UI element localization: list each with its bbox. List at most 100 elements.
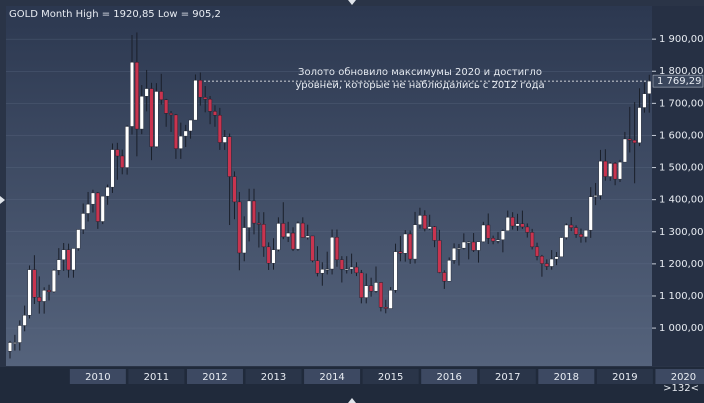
year-band [362, 369, 419, 384]
candle-body [427, 226, 432, 230]
candle-body [383, 307, 388, 309]
y-tick-label: 1 300,00 [659, 227, 704, 238]
year-band [304, 369, 361, 384]
candle-body [51, 270, 56, 293]
candle-body [618, 161, 623, 180]
candle-body [149, 88, 154, 147]
candle-body [442, 272, 447, 282]
candle-body [169, 113, 174, 116]
candle-body [300, 222, 305, 238]
candle-body [359, 272, 364, 298]
candle-body [354, 266, 359, 274]
x-tick-label: 2012 [202, 372, 227, 383]
candle-body [432, 226, 437, 241]
footer-range: >132< [663, 383, 699, 394]
candle-body [251, 200, 256, 224]
candle-body [530, 232, 535, 248]
candle-body [325, 268, 330, 271]
candle-body [208, 98, 213, 112]
candle-body [496, 239, 501, 242]
y-tick-label: 1 900,00 [659, 34, 704, 45]
candle-body [222, 136, 227, 143]
candle-body [476, 241, 481, 251]
candle-body [574, 227, 579, 235]
candle-body [203, 97, 208, 100]
candle-body [437, 240, 442, 273]
candle-body [447, 260, 452, 282]
annotation: уровней, которые не наблюдались с 2012 г… [295, 80, 544, 91]
candle-body [417, 215, 422, 225]
candle-body [603, 160, 608, 177]
candle-body [232, 176, 237, 203]
y-tick-label: 1 600,00 [659, 130, 704, 141]
candle-body [452, 247, 457, 261]
candle-body [588, 196, 593, 231]
candle-body [32, 269, 37, 298]
x-tick-label: 2018 [554, 372, 579, 383]
candle-body [291, 232, 296, 250]
y-tick-label: 1 700,00 [659, 98, 704, 109]
year-band [186, 369, 243, 384]
year-band [245, 369, 302, 384]
candle-body [173, 114, 178, 149]
candle-body [17, 325, 22, 343]
candle-body [37, 297, 42, 302]
candle-body [627, 138, 632, 141]
candle-body [193, 80, 198, 121]
scroll-arrow[interactable] [348, 398, 356, 403]
candle-body [520, 223, 525, 228]
candle-body [256, 222, 261, 225]
candle-body [510, 217, 515, 227]
x-tick-label: 2013 [261, 372, 286, 383]
candle-body [22, 315, 27, 326]
candle-body [76, 229, 81, 249]
x-tick-label: 2019 [612, 372, 637, 383]
candle-body [47, 289, 52, 293]
x-tick-label: 2014 [319, 372, 344, 383]
candle-body [237, 201, 242, 254]
candle-body [330, 237, 335, 270]
candle-body [71, 248, 76, 271]
candle-body [481, 224, 486, 242]
y-tick-label: 1 000,00 [659, 323, 704, 334]
candle-body [598, 160, 603, 196]
candle-body [120, 155, 125, 168]
x-tick-label: 2011 [144, 372, 169, 383]
year-band [596, 369, 653, 384]
candle-body [178, 135, 183, 149]
candle-body [334, 237, 339, 260]
candle-body [413, 224, 418, 260]
candle-body [320, 269, 325, 274]
candle-body [266, 246, 271, 264]
candle-body [539, 255, 544, 264]
candle-body [500, 230, 505, 240]
candle-body [374, 282, 379, 292]
candle-body [535, 246, 540, 257]
candle-body [183, 130, 188, 137]
candle-body [105, 186, 110, 197]
year-band [69, 369, 126, 384]
candle-body [388, 289, 393, 309]
candle-body [554, 256, 559, 260]
candle-body [95, 192, 100, 222]
candle-body [7, 342, 12, 352]
scroll-arrow[interactable] [348, 0, 356, 5]
candle-body [525, 226, 530, 233]
candle-body [247, 200, 252, 228]
candle-body [56, 259, 61, 271]
candle-body [144, 88, 149, 97]
candle-body [403, 233, 408, 254]
candle-body [27, 269, 32, 316]
year-band [128, 369, 185, 384]
candle-body [271, 249, 276, 264]
candle-body [100, 195, 105, 222]
x-tick-label: 2020 [671, 372, 696, 383]
y-tick-label: 1 400,00 [659, 195, 704, 206]
scroll-arrow[interactable] [0, 196, 5, 204]
candle-body [129, 62, 134, 127]
candle-body [505, 217, 510, 232]
candle-body [164, 99, 169, 114]
candle-body [632, 140, 637, 144]
annotation: Золото обновило максимумы 2020 и достигл… [298, 67, 542, 78]
